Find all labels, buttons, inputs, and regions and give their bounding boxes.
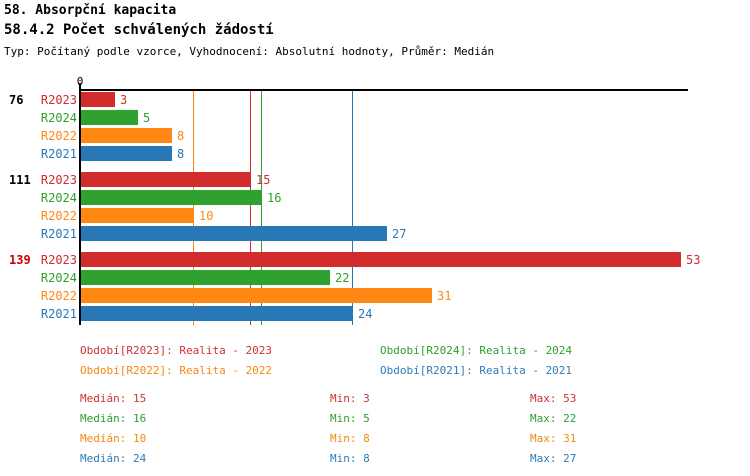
bar-value-label: 22	[335, 271, 350, 285]
median-line-r2021	[352, 91, 353, 325]
bar-r2024	[81, 270, 330, 285]
x-axis-line	[80, 89, 688, 91]
bar-r2024	[81, 110, 138, 125]
legend-item-r2024: Období[R2024]: Realita - 2024	[380, 344, 573, 357]
group-label: 139	[9, 253, 31, 267]
stats-median-r2022: Medián: 10	[80, 432, 147, 445]
bar-r2021	[81, 146, 172, 161]
stats-max-r2022: Max: 31	[530, 432, 577, 445]
bar-series-label: R2023	[40, 93, 77, 107]
bar-series-label: R2022	[40, 129, 77, 143]
bar-r2023	[81, 172, 251, 187]
bar-value-label: 5	[143, 111, 151, 125]
bar-value-label: 27	[392, 227, 407, 241]
bar-r2024	[81, 190, 262, 205]
bar-value-label: 8	[177, 129, 185, 143]
stats-min-r2021: Min: 8	[330, 452, 370, 465]
bar-value-label: 15	[256, 173, 271, 187]
stats-min-r2024: Min: 5	[330, 412, 370, 425]
bar-r2023	[81, 252, 681, 267]
group-label: 111	[9, 173, 31, 187]
median-line-r2024	[261, 91, 262, 325]
stats-median-r2021: Medián: 24	[80, 452, 147, 465]
bar-series-label: R2024	[40, 111, 77, 125]
stats-min-r2023: Min: 3	[330, 392, 370, 405]
bar-series-label: R2022	[40, 289, 77, 303]
bar-value-label: 10	[199, 209, 214, 223]
report-meta-line: Typ: Počítaný podle vzorce, Vyhodnocení:…	[4, 45, 495, 58]
report-subtitle: 58.4.2 Počet schválených žádostí	[4, 22, 274, 38]
bar-r2021	[81, 226, 387, 241]
stats-median-r2023: Medián: 15	[80, 392, 147, 405]
legend-item-r2022: Období[R2022]: Realita - 2022	[80, 364, 273, 377]
bar-value-label: 8	[177, 147, 185, 161]
bar-value-label: 16	[267, 191, 282, 205]
bar-r2022	[81, 208, 194, 223]
bar-r2021	[81, 306, 353, 321]
bar-series-label: R2024	[40, 191, 77, 205]
bar-r2023	[81, 92, 115, 107]
bar-series-label: R2021	[40, 227, 77, 241]
bar-value-label: 3	[120, 93, 128, 107]
bar-series-label: R2023	[40, 253, 77, 267]
stats-median-r2024: Medián: 16	[80, 412, 147, 425]
y-axis-line	[79, 83, 81, 325]
bar-r2022	[81, 128, 172, 143]
bar-value-label: 31	[437, 289, 452, 303]
bar-value-label: 24	[358, 307, 373, 321]
bar-series-label: R2021	[40, 147, 77, 161]
bar-series-label: R2023	[40, 173, 77, 187]
median-line-r2023	[250, 91, 251, 325]
bar-series-label: R2021	[40, 307, 77, 321]
bar-series-label: R2024	[40, 271, 77, 285]
stats-max-r2024: Max: 22	[530, 412, 577, 425]
bar-r2022	[81, 288, 432, 303]
bar-value-label: 53	[686, 253, 701, 267]
report-title: 58. Absorpční kapacita	[4, 3, 177, 18]
x-axis-origin-tick: 0	[76, 75, 84, 88]
stats-min-r2022: Min: 8	[330, 432, 370, 445]
stats-max-r2021: Max: 27	[530, 452, 577, 465]
bar-series-label: R2022	[40, 209, 77, 223]
stats-max-r2023: Max: 53	[530, 392, 577, 405]
group-label: 76	[9, 93, 24, 107]
legend-item-r2023: Období[R2023]: Realita - 2023	[80, 344, 273, 357]
legend-item-r2021: Období[R2021]: Realita - 2021	[380, 364, 573, 377]
